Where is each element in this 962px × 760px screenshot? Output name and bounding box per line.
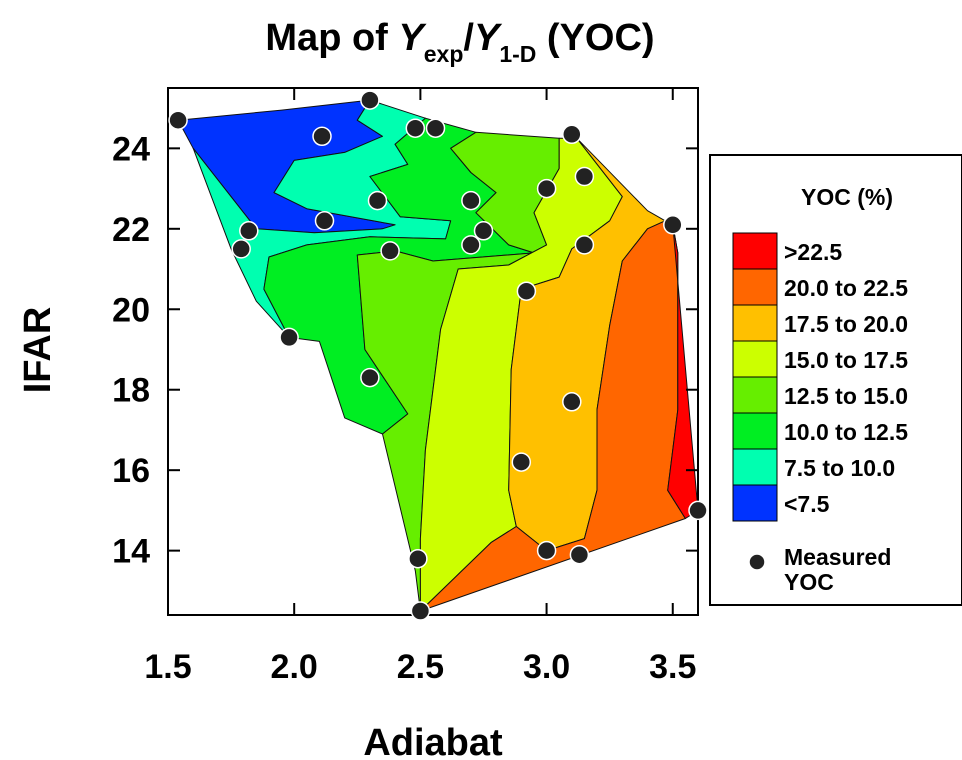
legend: YOC (%) >22.5 20.0 to 22.5 17.5 to 20.0 15.… [709,154,962,606]
measured-point [231,239,251,259]
measured-point [536,178,557,199]
title-suffix: (YOC) [536,17,654,59]
measured-point [168,110,188,130]
legend-entry-label: 10.0 to 12.5 [784,419,908,445]
measured-point [239,221,259,241]
legend-entry-label: 20.0 to 22.5 [784,275,908,301]
legend-swatch [732,412,778,450]
measured-point [569,544,590,565]
legend-swatch [732,448,778,486]
plot-frame [167,87,699,616]
y-tick-label: 14 [112,533,150,571]
legend-swatch [732,268,778,306]
x-tick-label: 3.5 [649,648,696,686]
x-tick-label: 2.5 [397,648,444,686]
measured-point [360,90,380,110]
legend-swatch [732,484,778,522]
y-tick-label: 16 [112,452,150,490]
chart-title: Map of Yexp/Y1-D (YOC) [265,17,654,67]
measured-point [367,190,388,211]
measured-points [168,90,708,621]
legend-title: YOC (%) [801,184,893,210]
measured-point [279,327,299,348]
title-slash: / [463,17,474,59]
measured-point [461,190,481,211]
legend-swatch [732,232,778,270]
measured-point [425,118,446,138]
legend-entry-label: <7.5 [784,491,830,517]
title-prefix: Map of [265,17,398,59]
legend-entry-label: >22.5 [784,239,842,265]
legend-marker-label-line1: Measured [784,544,891,570]
measured-point [461,235,481,255]
measured-point [360,367,380,388]
y-tick-label: 22 [112,211,150,249]
legend-entry-label: 15.0 to 17.5 [784,347,908,373]
measured-point [562,392,582,412]
y-tick-label: 18 [112,372,150,410]
measured-point [473,221,494,241]
measured-point [663,215,683,235]
x-tick-label: 2.0 [271,648,318,686]
measured-point [410,601,431,621]
legend-swatch [732,340,778,378]
legend-entry-label: 7.5 to 10.0 [784,455,895,481]
legend-entry-label: 12.5 to 15.0 [784,383,908,409]
contour-regions [177,99,699,612]
legend-entry-label: 17.5 to 20.0 [784,311,908,337]
legend-entries: >22.5 20.0 to 22.5 17.5 to 20.0 15.0 to 17.… [732,232,908,522]
measured-point [516,281,537,301]
measured-point [688,500,708,521]
legend-swatch [732,304,778,342]
title-sub1: exp [424,41,464,67]
title-sub2: 1-D [499,41,536,67]
legend-marker-icon [748,553,766,571]
measured-point [380,241,400,261]
y-axis-title: IFAR [17,307,59,394]
measured-point [312,126,332,147]
title-y2: Y [474,17,503,59]
y-tick-label: 24 [112,130,150,168]
measured-point [562,124,582,145]
measured-point [405,118,426,138]
measured-point [314,211,335,231]
measured-point [574,235,595,255]
title-y1: Y [398,17,427,59]
axis-ticks: 1.5 2.0 2.5 3.0 3.5 14 16 18 20 22 24 [112,88,698,686]
x-tick-label: 3.0 [523,648,570,686]
legend-swatch [732,376,778,414]
x-tick-label: 1.5 [144,648,191,686]
measured-point [574,166,595,187]
legend-marker-label-line2: YOC [784,569,834,595]
y-tick-label: 20 [112,291,150,329]
measured-point [536,540,557,561]
measured-point [408,548,428,569]
x-axis-title: Adiabat [363,722,503,760]
measured-point [511,452,532,472]
